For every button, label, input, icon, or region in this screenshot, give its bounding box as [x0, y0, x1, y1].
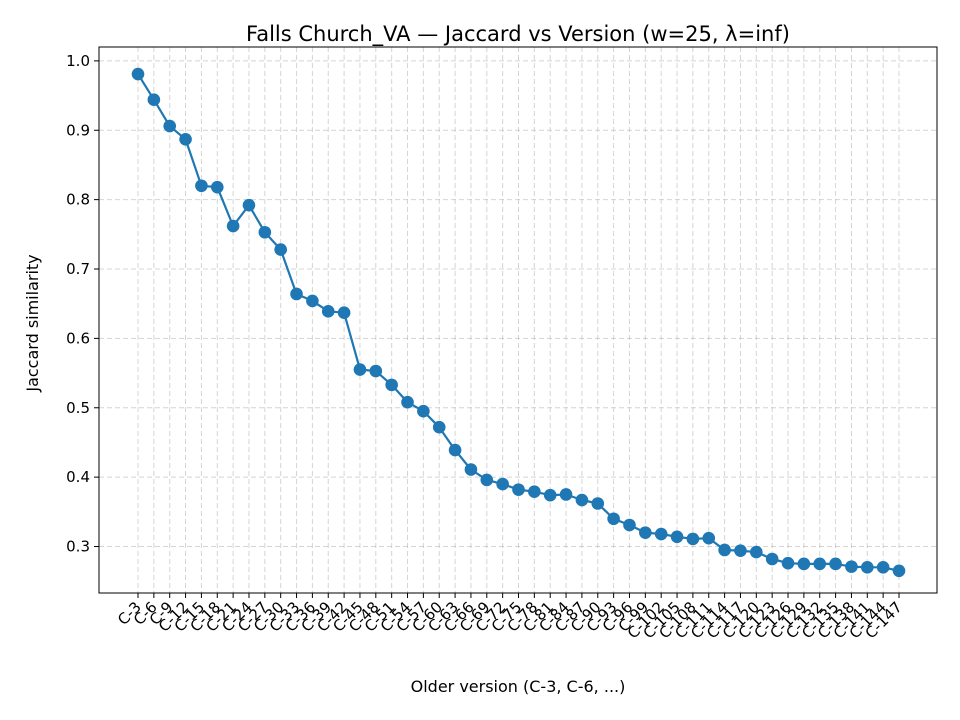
- data-point: [321, 305, 335, 318]
- data-point: [813, 557, 827, 571]
- data-point: [702, 531, 716, 545]
- data-point: [892, 564, 906, 578]
- data-point: [195, 179, 208, 193]
- data-point: [845, 560, 858, 573]
- data-point: [163, 119, 177, 133]
- data-point: [210, 180, 224, 194]
- data-point: [353, 363, 367, 376]
- data-point: [337, 306, 351, 320]
- data-point: [147, 93, 161, 107]
- data-point: [274, 243, 287, 256]
- data-point: [734, 544, 747, 557]
- data-point: [860, 561, 874, 574]
- data-point: [179, 132, 192, 146]
- chart-title: Falls Church_VA — Jaccard vs Version (w=…: [246, 22, 790, 47]
- x-axis-label: Older version (C-3, C-6, ...): [411, 677, 626, 696]
- data-point: [543, 488, 557, 502]
- x-axis: C-3C-6C-9C-12C-15C-18C-21C-24C-27C-30C-3…: [114, 593, 906, 642]
- data-point: [781, 556, 795, 570]
- data-point: [496, 477, 509, 491]
- data-point: [306, 294, 319, 308]
- data-point: [718, 543, 731, 557]
- y-tick-label: 0.7: [66, 260, 90, 278]
- y-tick-label: 0.9: [66, 121, 90, 139]
- series-jaccard: [131, 67, 906, 578]
- y-tick-label: 0.5: [66, 399, 90, 417]
- data-point: [385, 378, 398, 392]
- data-point: [480, 473, 494, 487]
- data-point: [829, 557, 842, 571]
- data-point: [607, 512, 620, 526]
- data-point: [750, 545, 763, 559]
- data-point: [797, 557, 811, 571]
- data-point: [448, 443, 462, 457]
- y-tick-label: 1.0: [66, 52, 90, 70]
- data-point: [401, 395, 414, 409]
- y-tick-label: 0.8: [66, 191, 90, 209]
- data-point: [654, 527, 668, 541]
- data-point: [686, 532, 700, 546]
- data-point: [639, 526, 652, 539]
- data-point: [226, 219, 240, 233]
- data-point: [242, 198, 256, 212]
- grid: [99, 47, 937, 593]
- y-tick-label: 0.3: [66, 538, 90, 556]
- data-point: [559, 488, 573, 501]
- data-point: [575, 493, 589, 507]
- y-tick-label: 0.4: [66, 468, 90, 486]
- y-tick-label: 0.6: [66, 329, 90, 347]
- data-point: [417, 404, 430, 418]
- data-point: [369, 364, 383, 378]
- data-point: [591, 497, 605, 510]
- data-point: [623, 518, 636, 532]
- y-axis: 0.3 0.4 0.5 0.6 0.7 0.8 0.9 1.0: [66, 52, 99, 556]
- data-point: [876, 561, 890, 574]
- data-point: [464, 463, 478, 476]
- data-point: [765, 552, 779, 566]
- data-point: [512, 483, 525, 496]
- data-point: [528, 485, 541, 499]
- data-point: [670, 530, 684, 544]
- data-point: [432, 420, 446, 434]
- data-point: [131, 67, 145, 81]
- data-point: [258, 225, 272, 239]
- y-axis-label: Jaccard similarity: [23, 254, 42, 392]
- data-point: [290, 287, 303, 301]
